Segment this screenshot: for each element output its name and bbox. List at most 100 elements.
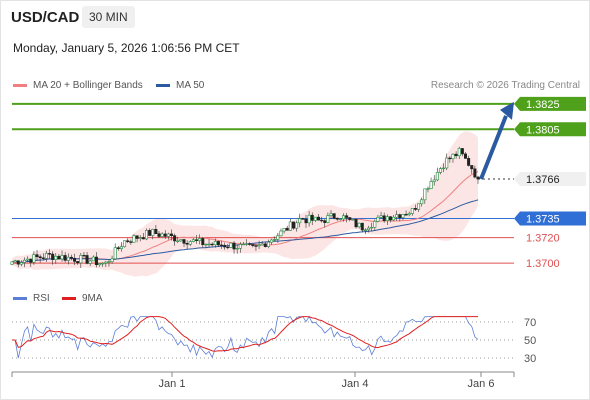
candle-body bbox=[404, 214, 408, 216]
bollinger-band bbox=[12, 131, 478, 277]
candle-body bbox=[388, 216, 392, 221]
legend-9ma-label: 9MA bbox=[82, 293, 103, 304]
candle-body bbox=[238, 244, 242, 249]
candle-body bbox=[91, 256, 95, 262]
candle-body bbox=[420, 199, 424, 205]
level-tag-0 bbox=[514, 96, 586, 111]
x-tick-label: Jan 4 bbox=[342, 378, 369, 390]
candle-body bbox=[195, 239, 199, 241]
level-tag-1 bbox=[514, 122, 586, 137]
candle-body bbox=[23, 259, 27, 263]
candle-body bbox=[313, 216, 317, 221]
candle-body bbox=[385, 216, 389, 221]
candle-body bbox=[367, 227, 371, 231]
candle-body bbox=[151, 228, 155, 236]
rsi-swatch bbox=[13, 297, 27, 300]
candle-body bbox=[63, 255, 67, 261]
candle-body bbox=[191, 239, 195, 242]
level-label-4: 1.3720 bbox=[526, 233, 560, 245]
candle-body bbox=[254, 245, 258, 247]
candle-body bbox=[395, 214, 399, 218]
level-tag-2 bbox=[514, 171, 586, 186]
candle-body bbox=[392, 216, 396, 221]
ma20-swatch bbox=[13, 84, 27, 87]
candle-body bbox=[345, 215, 349, 218]
candle-body bbox=[44, 253, 48, 259]
candle-body bbox=[154, 228, 158, 234]
candle-body bbox=[307, 214, 311, 224]
candle-body bbox=[10, 261, 14, 265]
candle-body bbox=[382, 215, 386, 221]
rsi-line bbox=[12, 315, 479, 359]
legend-ma50-label: MA 50 bbox=[176, 80, 205, 91]
candle-body bbox=[51, 253, 55, 260]
candle-body bbox=[251, 244, 255, 246]
candle-body bbox=[32, 254, 36, 263]
candle-body bbox=[79, 255, 83, 264]
candle-body bbox=[463, 153, 467, 159]
candle-body bbox=[442, 167, 446, 170]
candle-body bbox=[263, 243, 267, 247]
candle-body bbox=[248, 243, 252, 245]
legend-ma20-label: MA 20 + Bollinger Bands bbox=[33, 80, 143, 91]
candle-body bbox=[351, 219, 355, 221]
candle-body bbox=[119, 246, 123, 249]
candle-body bbox=[101, 262, 105, 265]
ma50-line bbox=[11, 199, 479, 263]
level-label-0: 1.3825 bbox=[526, 99, 560, 111]
candle-body bbox=[338, 218, 342, 221]
legend-rsi-label: RSI bbox=[33, 293, 50, 304]
candle-body bbox=[116, 247, 120, 249]
candle-body bbox=[179, 239, 183, 242]
candle-body bbox=[176, 240, 180, 242]
candle-body bbox=[357, 222, 361, 228]
candle-body bbox=[270, 239, 274, 243]
candle-body bbox=[13, 260, 17, 263]
candle-body bbox=[460, 148, 464, 155]
candle-body bbox=[82, 255, 86, 257]
candle-body bbox=[285, 228, 289, 231]
level-tag-3 bbox=[514, 211, 586, 226]
candle-body bbox=[69, 256, 73, 259]
level-label-5: 1.3700 bbox=[526, 258, 560, 270]
rsi-ma-line bbox=[12, 316, 478, 352]
candle-body bbox=[473, 168, 477, 178]
candle-body bbox=[316, 216, 320, 221]
level-label-1: 1.3805 bbox=[526, 124, 560, 136]
candle-body bbox=[435, 172, 439, 181]
candle-body bbox=[16, 260, 20, 265]
candle-body bbox=[229, 242, 233, 248]
rsi-tick-30: 30 bbox=[524, 353, 536, 365]
candle-body bbox=[207, 243, 211, 246]
candle-body bbox=[401, 214, 405, 218]
legend-9ma: 9MA bbox=[62, 293, 103, 304]
candle-body bbox=[323, 220, 327, 223]
candle-body bbox=[335, 217, 339, 220]
candle-body bbox=[429, 181, 433, 189]
candle-body bbox=[110, 258, 114, 262]
candle-body bbox=[57, 255, 61, 260]
candle-body bbox=[160, 233, 164, 237]
candle-body bbox=[445, 157, 449, 169]
candle-body bbox=[182, 239, 186, 244]
level-label-2: 1.3766 bbox=[526, 174, 560, 186]
candle-body bbox=[279, 230, 283, 237]
candle-body bbox=[220, 244, 224, 247]
candle-body bbox=[426, 188, 430, 190]
legend-ma50: MA 50 bbox=[156, 80, 204, 91]
candle-body bbox=[173, 235, 177, 242]
candle-body bbox=[138, 237, 142, 239]
ma9-swatch bbox=[62, 297, 76, 300]
candle-body bbox=[141, 237, 145, 240]
candle-body bbox=[467, 158, 471, 166]
legend-rsi: RSI bbox=[13, 293, 50, 304]
candle-body bbox=[298, 218, 302, 224]
candle-body bbox=[73, 257, 77, 262]
candle-body bbox=[310, 214, 314, 221]
candle-body bbox=[370, 226, 374, 229]
timeframe-badge[interactable]: 30 MIN bbox=[82, 6, 135, 28]
ma50-swatch bbox=[156, 84, 170, 87]
candle-body bbox=[29, 258, 33, 263]
candle-body bbox=[363, 229, 367, 231]
